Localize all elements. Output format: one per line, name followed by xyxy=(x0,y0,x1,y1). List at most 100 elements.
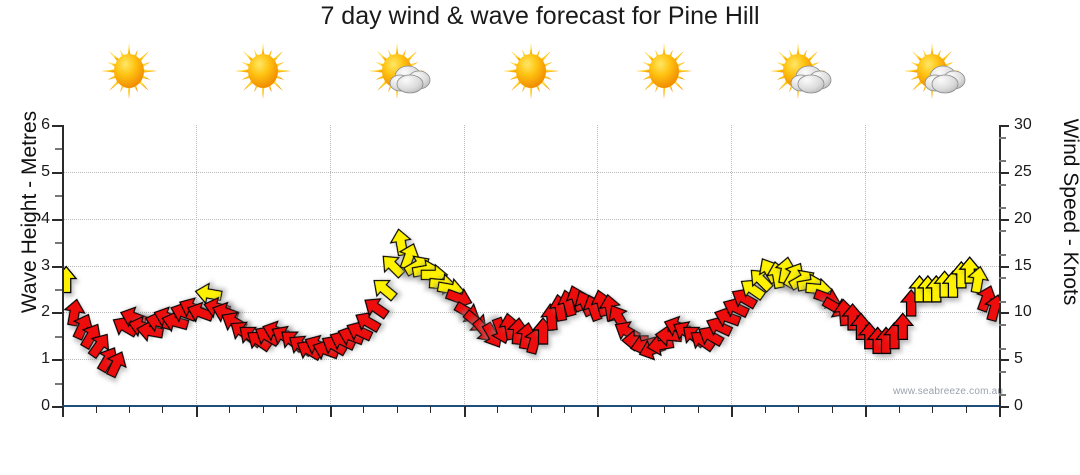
axis-tick-bottom-minor xyxy=(396,406,398,413)
axis-tick-right-minor xyxy=(999,230,1006,233)
axis-tick-bottom-major xyxy=(597,406,600,417)
day-header-tuesday xyxy=(731,34,865,124)
axis-tick-right xyxy=(999,265,1009,268)
day-header-saturday xyxy=(330,34,464,124)
axis-tick-right-minor xyxy=(999,183,1006,186)
day-separator-gridline xyxy=(463,125,465,406)
axis-left-spine xyxy=(62,125,64,406)
horizontal-gridline xyxy=(62,312,999,314)
axis-tick-right xyxy=(999,406,1009,408)
axis-tick-left xyxy=(52,218,62,221)
day-separator-gridline xyxy=(329,125,331,406)
wind-arrow xyxy=(983,294,999,323)
axis-tick-left xyxy=(52,171,62,174)
day-separator-gridline xyxy=(597,125,599,406)
day-label-tuesday xyxy=(731,416,865,472)
axis-tick-right-minor xyxy=(999,277,1006,280)
wind-arrow xyxy=(87,333,110,360)
axis-tick-right-minor xyxy=(999,394,1006,397)
axis-tick-bottom-minor xyxy=(497,406,498,413)
axis-tick-right xyxy=(999,359,1009,362)
axis-tick-bottom-minor xyxy=(430,406,432,413)
axis-tick-right xyxy=(999,312,1009,315)
day-header-friday xyxy=(196,34,330,124)
axis-tick-bottom-minor xyxy=(262,406,264,413)
axis-label-right-15: 15 xyxy=(1014,256,1032,274)
day-header-wednesday xyxy=(865,34,999,124)
axis-label-left-6: 6 xyxy=(41,116,50,133)
wind-arrow xyxy=(364,298,390,320)
wind-arrow xyxy=(891,312,915,341)
axis-tick-bottom-minor xyxy=(95,406,97,413)
sun-icon xyxy=(496,41,566,101)
day-label-monday xyxy=(597,416,731,472)
axis-tick-left-minor xyxy=(55,242,62,245)
sun-icon xyxy=(629,41,699,101)
axis-tick-bottom-major xyxy=(195,406,198,417)
axis-label-left-3: 3 xyxy=(41,256,50,274)
axis-label-left-0: 0 xyxy=(41,397,50,414)
page-title: 7 day wind & wave forecast for Pine Hill xyxy=(320,2,760,30)
day-label-thursday xyxy=(62,416,196,472)
axis-tick-right-minor xyxy=(999,136,1006,139)
axis-tick-left-minor xyxy=(55,148,62,151)
axis-tick-left-minor xyxy=(55,288,62,291)
axis-tick-bottom-major xyxy=(329,406,332,417)
axis-label-left-4: 4 xyxy=(41,209,50,227)
wind-arrow xyxy=(105,351,127,379)
axis-tick-bottom-minor xyxy=(530,406,532,413)
axis-tick-left-minor xyxy=(55,382,62,385)
axis-tick-right xyxy=(999,171,1009,174)
day-separator-gridline xyxy=(731,125,733,406)
axis-tick-bottom-major xyxy=(463,406,466,417)
axis-tick-right xyxy=(999,125,1009,127)
sun-cloud-icon xyxy=(897,41,967,101)
horizontal-gridline xyxy=(62,218,999,220)
sun-cloud-icon xyxy=(763,41,833,101)
axis-tick-bottom-major xyxy=(62,406,64,417)
axis-tick-bottom-minor xyxy=(128,406,130,413)
axis-tick-bottom-minor xyxy=(965,406,967,413)
day-label-wednesday xyxy=(865,416,999,472)
axis-tick-bottom-minor xyxy=(162,406,164,413)
wind-arrow-layer xyxy=(62,228,999,379)
axis-title-wind-speed: Wind Speed - Knots xyxy=(1059,118,1080,306)
day-header-monday xyxy=(597,34,731,124)
axis-tick-bottom-major xyxy=(731,406,734,417)
horizontal-gridline xyxy=(62,171,999,173)
day-separator-gridline xyxy=(865,125,867,406)
sun-icon xyxy=(228,41,298,101)
day-label-saturday xyxy=(330,416,464,472)
axis-label-left-2: 2 xyxy=(41,303,50,321)
axis-label-left-5: 5 xyxy=(41,162,50,180)
sun-cloud-icon xyxy=(362,41,432,101)
axis-label-right-0: 0 xyxy=(1014,397,1023,414)
wind-arrow xyxy=(63,298,86,327)
axis-tick-bottom-minor xyxy=(363,406,365,413)
day-separator-gridline xyxy=(195,125,197,406)
sun-icon xyxy=(94,41,164,101)
axis-tick-right-minor xyxy=(999,300,1006,303)
axis-tick-left-minor xyxy=(55,335,62,338)
day-header-thursday xyxy=(62,34,196,124)
axis-tick-left xyxy=(52,125,62,127)
wind-arrow xyxy=(966,265,990,294)
axis-tick-bottom-minor xyxy=(296,406,298,413)
axis-tick-right-minor xyxy=(999,207,1006,209)
day-labels xyxy=(62,416,999,472)
axis-tick-bottom-minor xyxy=(229,406,231,413)
wind-arrow xyxy=(62,265,78,294)
axis-tick-right-minor xyxy=(999,347,1006,350)
axis-label-right-30: 30 xyxy=(1014,116,1032,133)
axis-label-right-25: 25 xyxy=(1014,162,1032,180)
day-label-friday xyxy=(196,416,330,472)
axis-title-wave-height: Wave Height - Metres xyxy=(18,110,41,314)
axis-tick-right xyxy=(999,218,1009,221)
plot-area xyxy=(62,125,999,406)
axis-tick-bottom-minor xyxy=(564,406,565,413)
axis-tick-right-minor xyxy=(999,160,1006,163)
axis-tick-left xyxy=(52,359,62,362)
axis-tick-bottom-major xyxy=(865,406,868,417)
wind-arrow xyxy=(382,255,406,279)
